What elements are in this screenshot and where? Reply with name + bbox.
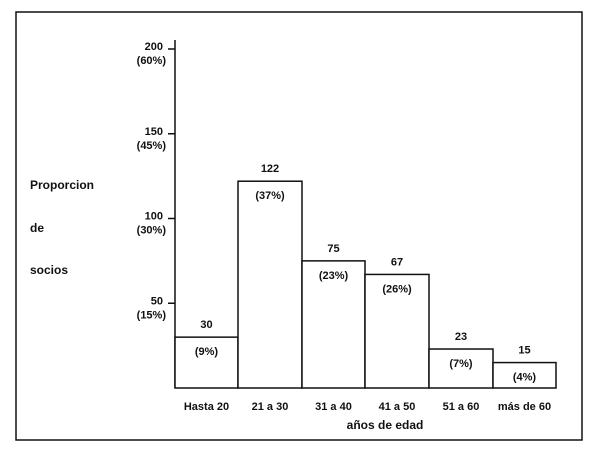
bar-value-label: 122 bbox=[261, 163, 279, 175]
bar-value-label: 75 bbox=[327, 243, 339, 255]
bars: 30 (9%) 122 (37%) 75 (23%) 67 (26%) 23 (7%) 15 (4%) bbox=[174, 163, 557, 389]
y-tick-label: 150 bbox=[145, 126, 163, 138]
bar bbox=[492, 361, 557, 389]
bar bbox=[301, 260, 366, 389]
y-ticks: 50 (15%) 100 (30%) 150 (45%) 200 (60%) bbox=[137, 41, 175, 321]
bar-percent-label: (23%) bbox=[319, 270, 349, 282]
y-axis-label-line-3: socios bbox=[30, 263, 68, 277]
y-tick-label: 100 bbox=[145, 211, 163, 223]
y-tick-percent: (15%) bbox=[137, 309, 167, 321]
x-tick-label: 41 a 50 bbox=[379, 401, 416, 413]
y-tick-percent: (30%) bbox=[137, 225, 167, 237]
bar-percent-label: (9%) bbox=[195, 346, 219, 358]
bar-percent-label: (37%) bbox=[255, 190, 285, 202]
bar-value-label: 15 bbox=[518, 345, 530, 357]
bar-value-label: 67 bbox=[391, 256, 403, 268]
x-tick-label: Hasta 20 bbox=[184, 401, 229, 413]
y-tick-label: 50 bbox=[151, 295, 163, 307]
x-tick-label: 21 a 30 bbox=[252, 401, 289, 413]
y-tick-percent: (45%) bbox=[137, 140, 167, 152]
bar-percent-label: (4%) bbox=[513, 372, 537, 384]
x-tick-label: más de 60 bbox=[498, 401, 551, 413]
x-tick-labels: Hasta 20 21 a 30 31 a 40 41 a 50 51 a 60 más … bbox=[184, 401, 551, 413]
bar-value-label: 23 bbox=[455, 331, 467, 343]
bar bbox=[364, 273, 430, 389]
bar-percent-label: (7%) bbox=[449, 358, 473, 370]
bar-value-label: 30 bbox=[200, 319, 212, 331]
y-tick-label: 200 bbox=[145, 41, 163, 53]
bar-percent-label: (26%) bbox=[382, 283, 412, 295]
x-tick-label: 31 a 40 bbox=[315, 401, 352, 413]
x-tick-label: 51 a 60 bbox=[443, 401, 480, 413]
bar bbox=[237, 180, 303, 389]
bar bbox=[174, 336, 239, 389]
y-axis-label-line-2: de bbox=[30, 221, 44, 235]
chart-frame bbox=[15, 11, 583, 441]
bar bbox=[428, 348, 494, 389]
y-axis-label-line-1: Proporcion bbox=[30, 178, 94, 192]
x-axis-label: años de edad bbox=[347, 418, 424, 432]
y-tick-percent: (60%) bbox=[137, 55, 167, 67]
